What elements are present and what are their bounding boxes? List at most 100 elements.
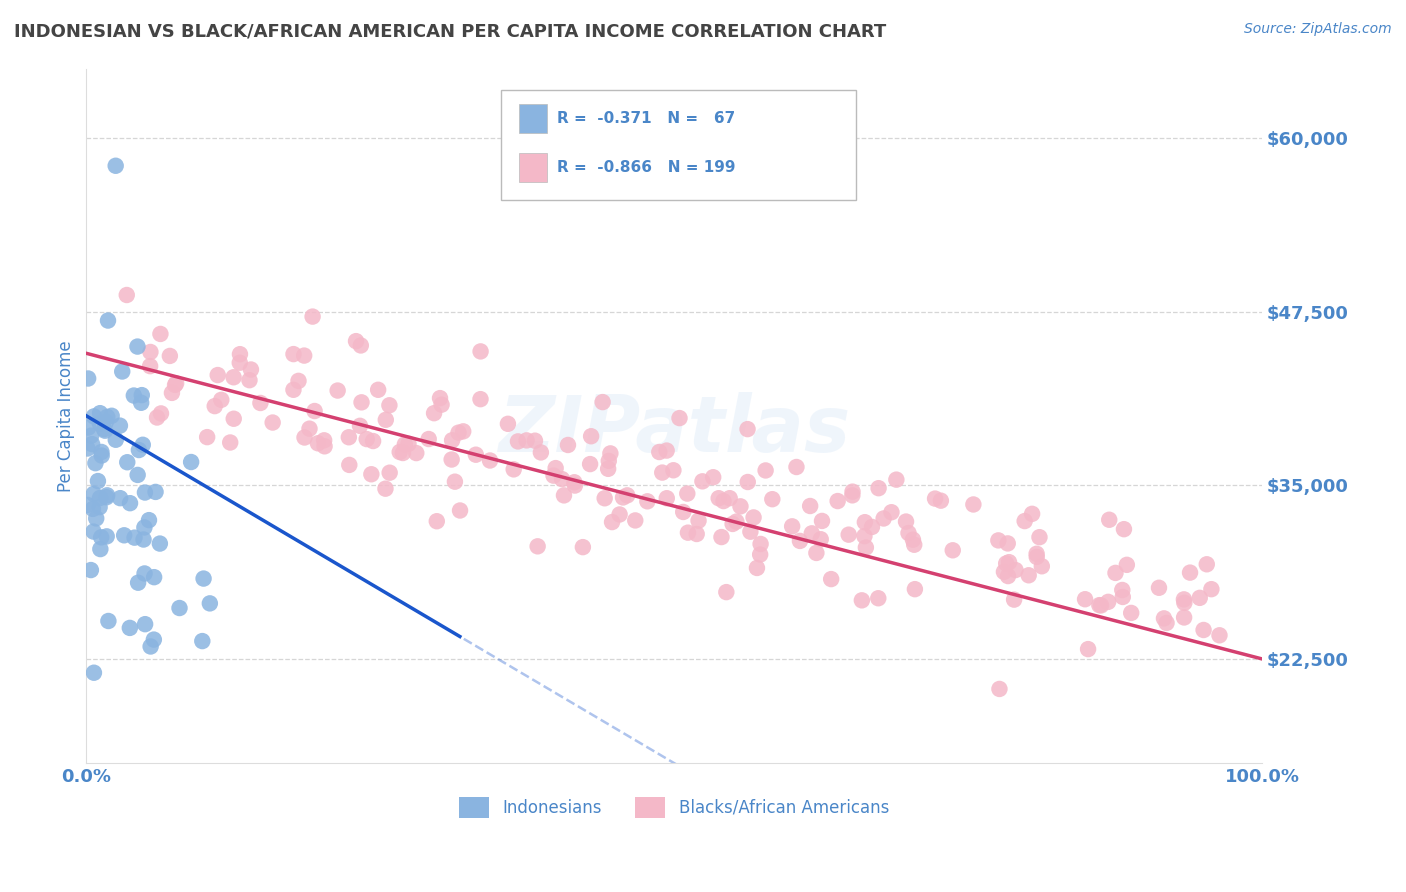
Point bbox=[97, 614, 120, 628]
Point bbox=[1201, 582, 1223, 597]
Point bbox=[1115, 558, 1137, 572]
Point bbox=[122, 388, 145, 402]
Point bbox=[169, 601, 191, 615]
Point bbox=[880, 505, 903, 519]
Point bbox=[713, 494, 735, 508]
Point bbox=[853, 515, 876, 529]
Point bbox=[128, 443, 150, 458]
Point bbox=[543, 468, 565, 483]
Point bbox=[464, 448, 486, 462]
Point bbox=[785, 460, 807, 475]
Point bbox=[470, 392, 492, 406]
Point bbox=[886, 473, 908, 487]
Point bbox=[1192, 623, 1215, 637]
Point bbox=[942, 543, 965, 558]
Point bbox=[90, 445, 112, 459]
Point bbox=[523, 434, 546, 448]
Point bbox=[1098, 513, 1121, 527]
Point bbox=[962, 498, 984, 512]
Point bbox=[104, 433, 127, 447]
Point bbox=[392, 446, 415, 460]
Point bbox=[721, 516, 744, 531]
Point bbox=[599, 446, 621, 460]
Point bbox=[292, 349, 315, 363]
Point bbox=[287, 374, 309, 388]
Point bbox=[502, 462, 524, 476]
Point bbox=[326, 384, 349, 398]
Point bbox=[1147, 581, 1170, 595]
Point bbox=[1173, 610, 1195, 624]
Point bbox=[76, 498, 98, 512]
Point bbox=[579, 457, 602, 471]
Point bbox=[77, 371, 100, 385]
Point bbox=[1021, 507, 1043, 521]
Point bbox=[598, 454, 620, 468]
Point bbox=[662, 463, 685, 477]
Point bbox=[624, 513, 647, 527]
Point bbox=[894, 515, 917, 529]
Point bbox=[222, 370, 245, 384]
Y-axis label: Per Capita Income: Per Capita Income bbox=[58, 340, 75, 491]
Point bbox=[374, 482, 396, 496]
Point bbox=[94, 424, 117, 438]
Point bbox=[180, 455, 202, 469]
Point bbox=[901, 533, 924, 547]
Point bbox=[672, 505, 695, 519]
Point bbox=[229, 356, 252, 370]
Point bbox=[1104, 566, 1126, 580]
Point bbox=[593, 491, 616, 506]
Point bbox=[496, 417, 519, 431]
Point bbox=[238, 373, 260, 387]
Point bbox=[707, 491, 730, 506]
Point bbox=[1111, 582, 1133, 597]
Point bbox=[800, 526, 823, 541]
Point bbox=[83, 409, 105, 424]
Point bbox=[82, 502, 104, 516]
Point bbox=[444, 475, 467, 489]
Point bbox=[860, 520, 883, 534]
Point bbox=[1088, 598, 1111, 612]
Point bbox=[636, 494, 658, 508]
Point bbox=[104, 159, 127, 173]
Point bbox=[143, 570, 166, 584]
Point bbox=[544, 461, 567, 475]
Point bbox=[294, 430, 316, 444]
Point bbox=[82, 524, 104, 539]
Point bbox=[988, 681, 1011, 696]
Point bbox=[127, 575, 149, 590]
Point bbox=[304, 404, 326, 418]
Point bbox=[388, 445, 411, 459]
Text: R =  -0.371   N =   67: R = -0.371 N = 67 bbox=[557, 112, 735, 126]
Point bbox=[1031, 559, 1053, 574]
Point bbox=[718, 491, 741, 506]
Point bbox=[429, 391, 451, 405]
Point bbox=[799, 499, 821, 513]
Point bbox=[149, 536, 172, 550]
Point bbox=[430, 398, 453, 412]
Point bbox=[131, 388, 153, 402]
Point bbox=[1195, 558, 1218, 572]
Point bbox=[249, 396, 271, 410]
Point bbox=[142, 632, 165, 647]
Text: INDONESIAN VS BLACK/AFRICAN AMERICAN PER CAPITA INCOME CORRELATION CHART: INDONESIAN VS BLACK/AFRICAN AMERICAN PER… bbox=[14, 22, 886, 40]
Point bbox=[378, 398, 401, 412]
Point bbox=[688, 514, 710, 528]
Point bbox=[1077, 642, 1099, 657]
Point bbox=[89, 500, 111, 515]
Point bbox=[84, 456, 107, 470]
Point bbox=[655, 443, 678, 458]
Point bbox=[530, 445, 553, 459]
Point bbox=[579, 429, 602, 443]
Point bbox=[165, 378, 187, 392]
Point bbox=[526, 539, 548, 553]
Point bbox=[90, 530, 112, 544]
Point bbox=[139, 640, 162, 654]
Point bbox=[314, 439, 336, 453]
Point bbox=[1002, 592, 1025, 607]
Point bbox=[855, 541, 877, 555]
Point bbox=[1112, 590, 1135, 604]
Point bbox=[609, 508, 631, 522]
Point bbox=[149, 326, 172, 341]
Point bbox=[827, 494, 849, 508]
Point bbox=[668, 411, 690, 425]
